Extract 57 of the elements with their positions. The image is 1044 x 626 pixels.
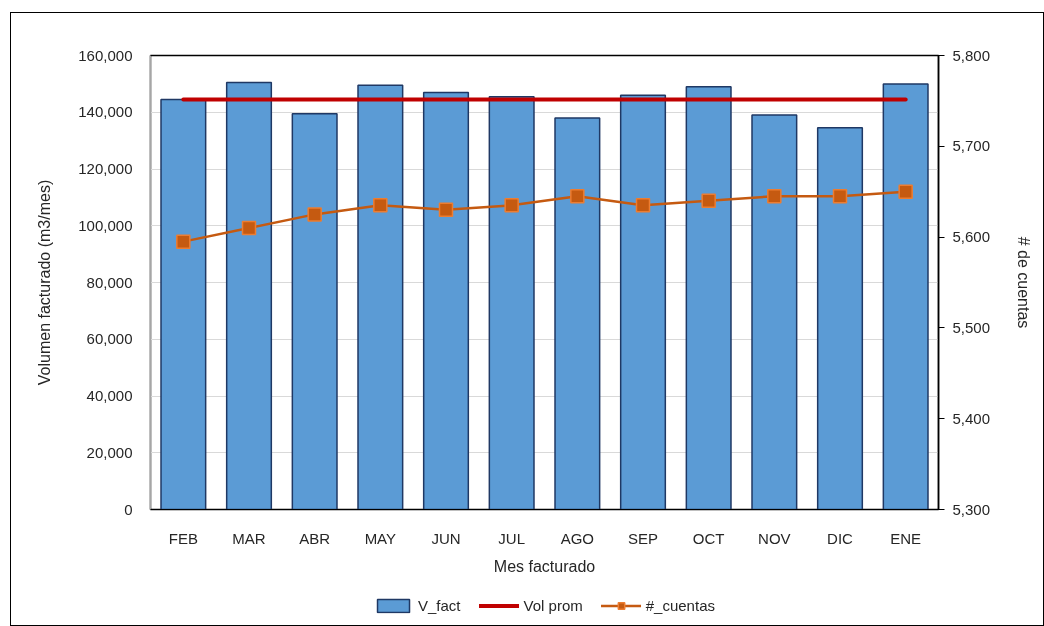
point [767,188,782,204]
bar [816,127,864,510]
point [570,188,585,204]
x-tick-label: AGO [560,529,595,547]
bar [488,95,535,510]
x-tick-label: SEP [627,529,659,547]
y2-tick-label: 5,300 [952,500,991,518]
point [241,220,257,236]
y-tick-label: 140,000 [78,103,133,121]
x-tick-label: FEB [168,529,198,547]
x-tick-label: JUL [498,529,526,547]
y2-tick-label: 5,600 [952,228,991,246]
point [898,184,913,199]
point [176,234,191,249]
y2-axis-title: # de cuentas [1015,236,1033,329]
x-tick-label: JUN [431,529,461,547]
legend-label: V_fact [418,596,461,614]
bar [554,117,601,510]
y-tick-label: 60,000 [86,330,133,348]
y-tick-label: 160,000 [78,46,133,64]
point [701,193,716,209]
bar [291,112,338,510]
y-tick-label: 100,000 [78,216,133,234]
bar [751,114,798,510]
bar [882,83,929,510]
point [307,207,322,222]
y-tick-label: 80,000 [86,273,133,291]
bar [225,81,273,510]
y-tick-label: 120,000 [78,160,133,177]
x-axis-title: Mes facturado [493,557,596,575]
x-tick-label: ENE [890,529,922,547]
y-tick-label: 0 [124,500,133,518]
point [635,198,651,213]
y-axis-title: Volumen facturado (m3/mes) [36,179,54,386]
bar [160,98,207,510]
y-tick-label: 40,000 [86,387,133,404]
legend-label: #_cuentas [645,596,715,614]
bar [357,84,404,510]
y2-tick-label: 5,500 [952,318,991,336]
bar [619,94,667,510]
x-tick-label: ABR [299,529,331,547]
y2-tick-label: 5,700 [952,137,991,155]
point [438,202,454,218]
point [504,198,519,213]
legend-label: Vol prom [523,596,583,614]
y2-tick-label: 5,800 [952,46,991,64]
x-tick-label: OCT [692,529,725,547]
x-tick-label: NOV [758,529,791,547]
bar [422,91,470,510]
point [373,198,388,213]
y2-tick-label: 5,400 [952,409,991,427]
x-tick-label: MAY [364,529,397,547]
point [832,188,848,204]
y-tick-label: 20,000 [86,443,133,461]
x-tick-label: MAR [232,529,266,547]
bar [685,85,732,510]
x-tick-label: DIC [827,529,854,547]
